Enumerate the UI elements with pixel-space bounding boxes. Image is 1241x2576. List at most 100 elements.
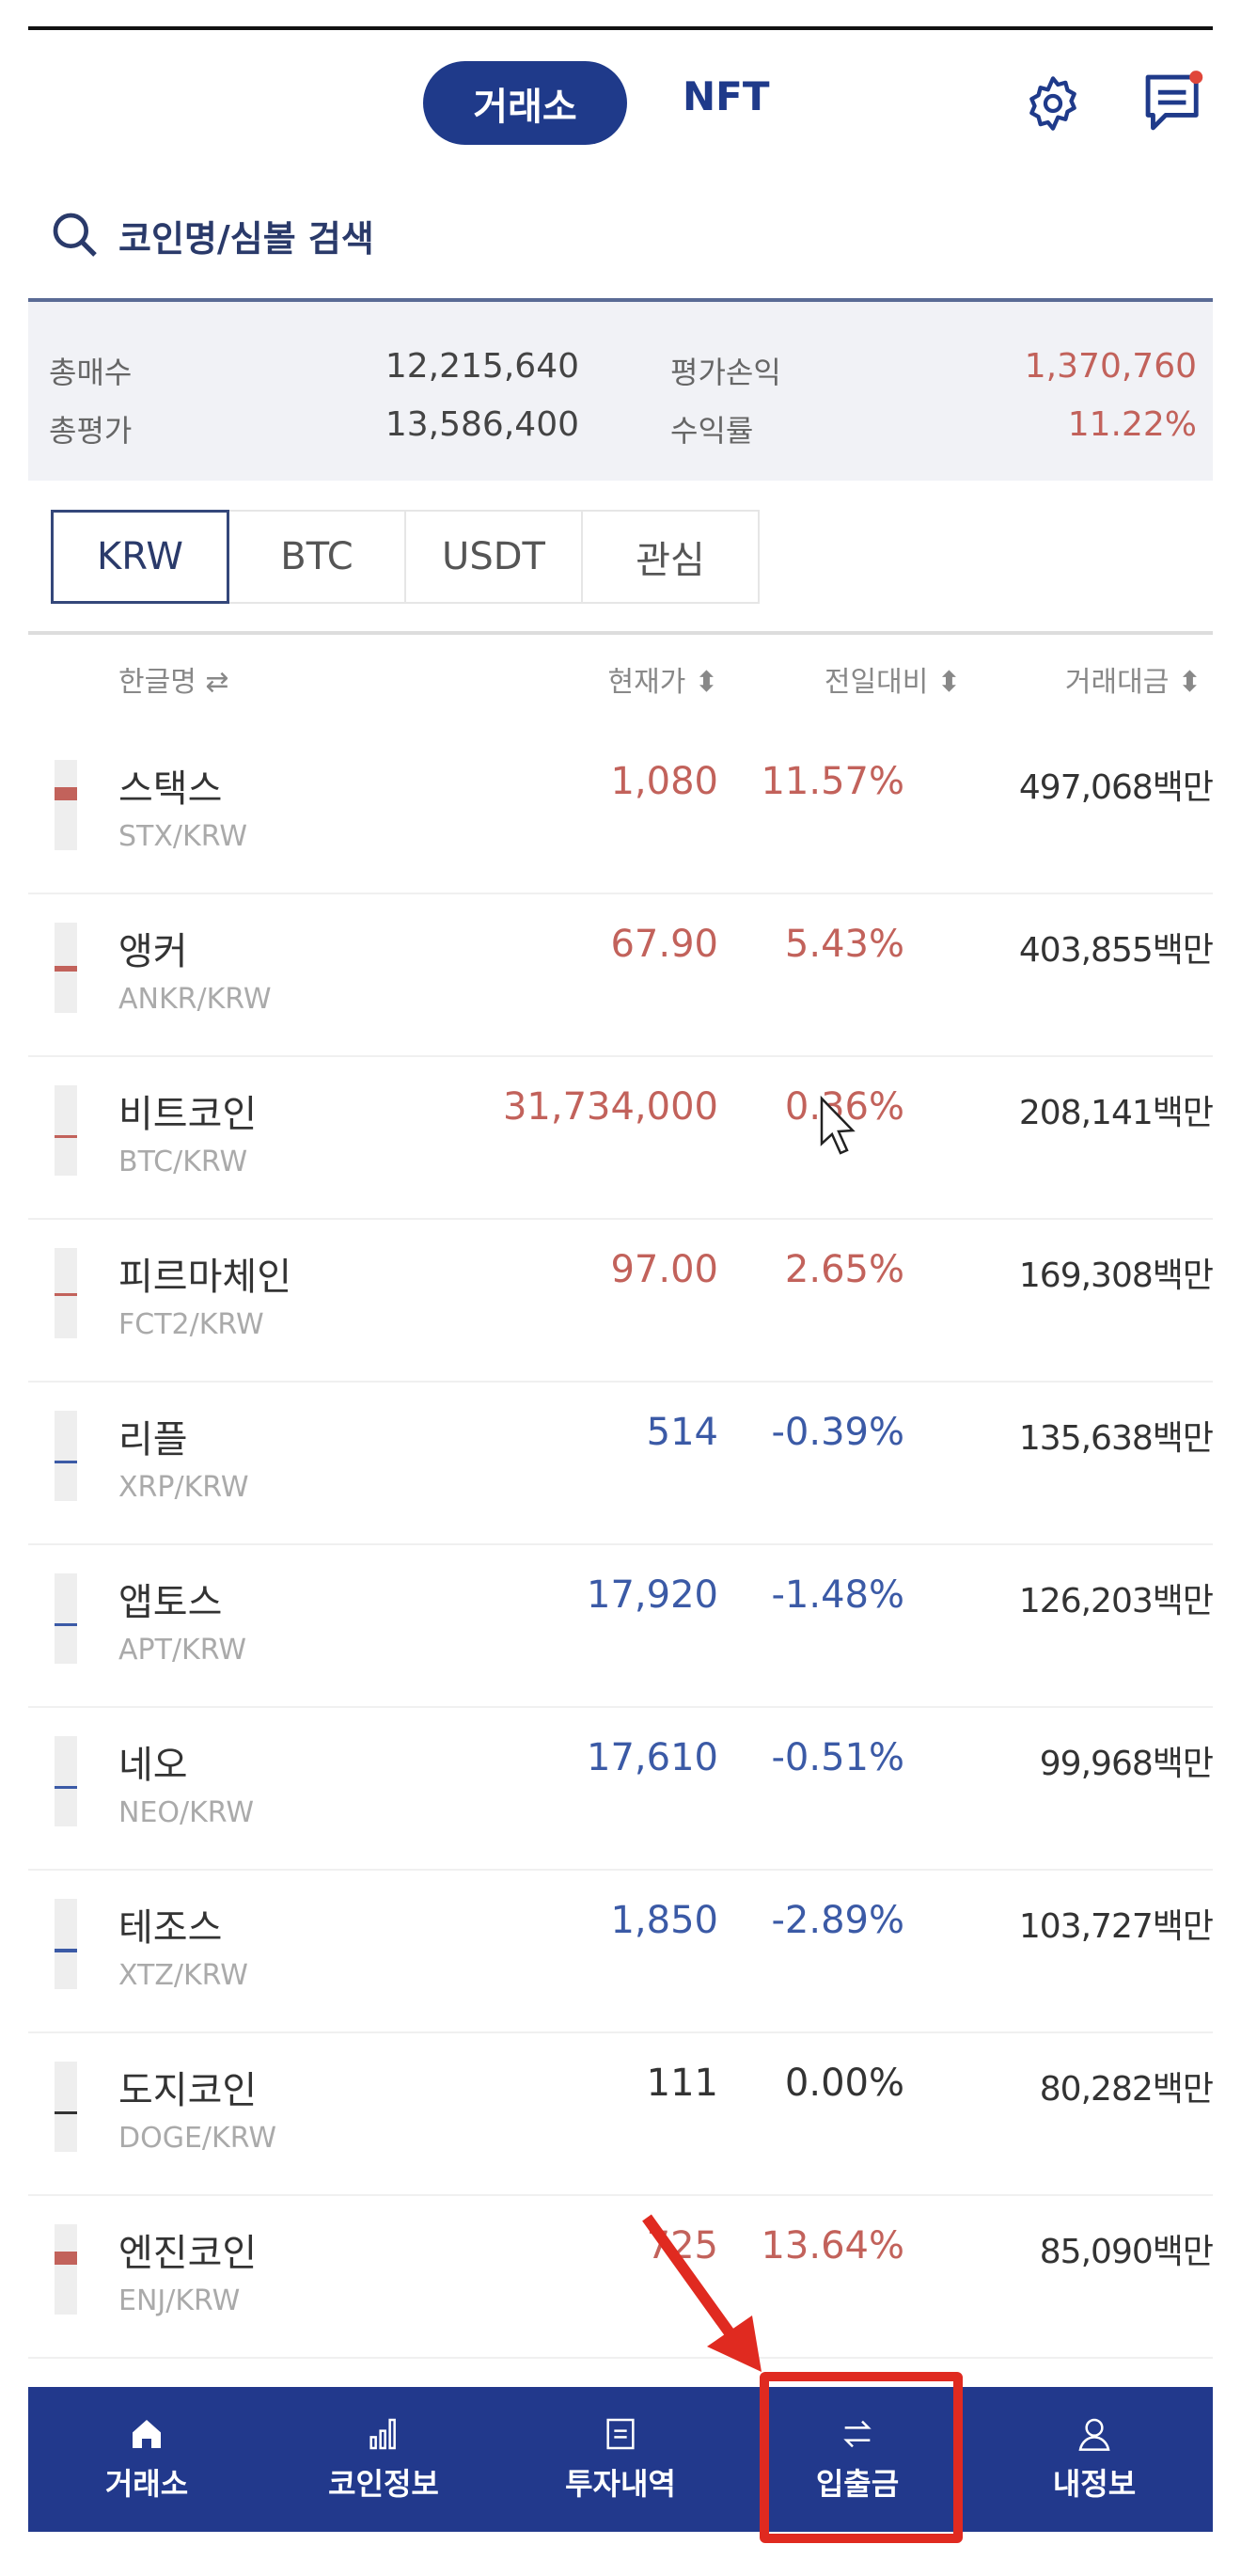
- chat-icon[interactable]: [1142, 70, 1204, 135]
- total-eval-label: 총평가: [49, 413, 133, 449]
- return-label: 수익률: [670, 413, 754, 449]
- coin-symbol: BTC/KRW: [118, 1146, 248, 1178]
- tab-krw[interactable]: KRW: [51, 510, 229, 604]
- coin-change: 0.36%: [784, 1085, 904, 1129]
- coin-price: 31,734,000: [502, 1085, 718, 1129]
- mini-candle-icon: [55, 1899, 77, 1989]
- coin-row[interactable]: 앱토스 APT/KRW 17,920 -1.48% 126,203백만: [28, 1545, 1214, 1708]
- coin-name: 엔진코인: [118, 2232, 258, 2275]
- coin-change: -0.51%: [771, 1736, 904, 1779]
- column-name[interactable]: 한글명 ⇄: [118, 666, 229, 699]
- coin-price: 67.90: [610, 923, 718, 966]
- tab-nft[interactable]: NFT: [683, 73, 770, 119]
- coin-price: 725: [646, 2224, 718, 2268]
- return-value: 11.22%: [1067, 405, 1197, 444]
- user-icon: [1078, 2418, 1110, 2451]
- coin-price: 1,850: [610, 1899, 718, 1942]
- market-tabs: KRW BTC USDT 관심: [51, 510, 760, 604]
- portfolio-summary: 총매수 12,215,640 총평가 13,586,400 평가손익 1,370…: [28, 302, 1213, 481]
- coin-price: 111: [646, 2062, 718, 2105]
- mini-candle-icon: [55, 1411, 77, 1501]
- coin-row[interactable]: 앵커 ANKR/KRW 67.90 5.43% 403,855백만: [28, 894, 1214, 1057]
- nav-label: 내정보: [1052, 2466, 1137, 2502]
- coin-change: 11.57%: [761, 760, 904, 803]
- coin-row[interactable]: 피르마체인 FCT2/KRW 97.00 2.65% 169,308백만: [28, 1220, 1214, 1383]
- coin-volume: 403,855백만: [1018, 931, 1214, 970]
- coin-change: -1.48%: [771, 1573, 904, 1617]
- tab-exchange[interactable]: 거래소: [423, 61, 627, 145]
- nav-label: 입출금: [815, 2466, 900, 2502]
- coin-symbol: STX/KRW: [118, 820, 247, 853]
- column-price[interactable]: 현재가 ⬍: [607, 666, 718, 699]
- column-change[interactable]: 전일대비 ⬍: [824, 666, 961, 699]
- coin-row[interactable]: 도지코인 DOGE/KRW 111 0.00% 80,282백만: [28, 2033, 1214, 2196]
- coin-volume: 99,968백만: [1039, 1745, 1214, 1783]
- mini-candle-icon: [55, 1248, 77, 1338]
- coin-volume: 208,141백만: [1018, 1094, 1214, 1132]
- coin-volume: 135,638백만: [1018, 1419, 1214, 1458]
- search-input[interactable]: 코인명/심볼 검색: [49, 209, 374, 261]
- coin-row[interactable]: 스택스 STX/KRW 1,080 11.57% 497,068백만: [28, 732, 1214, 894]
- coin-row[interactable]: 리플 XRP/KRW 514 -0.39% 135,638백만: [28, 1383, 1214, 1545]
- coin-name: 비트코인: [118, 1093, 258, 1136]
- coin-row[interactable]: 테조스 XTZ/KRW 1,850 -2.89% 103,727백만: [28, 1871, 1214, 2033]
- coin-name: 도지코인: [118, 2069, 258, 2112]
- top-divider: [28, 26, 1213, 30]
- coin-volume: 103,727백만: [1018, 1907, 1214, 1946]
- coin-change: 5.43%: [784, 923, 904, 966]
- nav-deposit-withdraw[interactable]: 입출금: [739, 2387, 976, 2532]
- mini-candle-icon: [55, 2224, 77, 2315]
- coin-price: 17,610: [587, 1736, 718, 1779]
- gear-icon[interactable]: [1023, 73, 1083, 134]
- coin-symbol: NEO/KRW: [118, 1796, 255, 1829]
- total-eval-value: 13,586,400: [385, 405, 579, 444]
- nav-label: 거래소: [104, 2466, 189, 2502]
- coin-name: 네오: [118, 1744, 188, 1787]
- divider: [28, 631, 1213, 635]
- coin-symbol: ENJ/KRW: [118, 2284, 241, 2317]
- tab-usdt[interactable]: USDT: [404, 510, 583, 604]
- search-icon: [53, 213, 97, 257]
- coin-change: -2.89%: [771, 1899, 904, 1942]
- transfer-icon: [843, 2420, 872, 2448]
- mini-candle-icon: [55, 760, 77, 850]
- coin-name: 앵커: [118, 930, 188, 973]
- total-buy-label: 총매수: [49, 355, 133, 390]
- tab-btc[interactable]: BTC: [228, 510, 406, 604]
- nav-exchange[interactable]: 거래소: [28, 2387, 265, 2532]
- coin-price: 1,080: [610, 760, 718, 803]
- mini-candle-icon: [55, 1573, 77, 1664]
- coin-row[interactable]: 엔진코인 ENJ/KRW 725 13.64% 85,090백만: [28, 2196, 1214, 2359]
- coin-price: 97.00: [610, 1248, 718, 1291]
- bottom-nav: 거래소 코인정보 투자내역 입출금 내정보: [28, 2387, 1213, 2532]
- coin-price: 17,920: [587, 1573, 718, 1617]
- coin-row[interactable]: 비트코인 BTC/KRW 31,734,000 0.36% 208,141백만: [28, 1057, 1214, 1220]
- mini-candle-icon: [55, 2062, 77, 2152]
- nav-label: 투자내역: [565, 2466, 676, 2502]
- coin-symbol: XTZ/KRW: [118, 1959, 248, 1992]
- column-volume[interactable]: 거래대금 ⬍: [1064, 666, 1202, 699]
- coin-volume: 169,308백만: [1018, 1256, 1214, 1295]
- nav-history[interactable]: 투자내역: [502, 2387, 739, 2532]
- coin-symbol: APT/KRW: [118, 1634, 247, 1667]
- document-icon: [606, 2418, 635, 2450]
- nav-coin-info[interactable]: 코인정보: [265, 2387, 502, 2532]
- pnl-value: 1,370,760: [1024, 347, 1197, 386]
- coin-name: 테조스: [118, 1906, 223, 1950]
- coin-volume: 497,068백만: [1018, 768, 1214, 807]
- coin-symbol: FCT2/KRW: [118, 1308, 264, 1341]
- nav-my-info[interactable]: 내정보: [976, 2387, 1213, 2532]
- coin-name: 피르마체인: [118, 1256, 291, 1299]
- coin-change: 2.65%: [784, 1248, 904, 1291]
- coin-price: 514: [646, 1411, 718, 1454]
- tab-favorites[interactable]: 관심: [581, 510, 760, 604]
- search-placeholder: 코인명/심볼 검색: [118, 217, 374, 260]
- notification-dot: [1189, 71, 1203, 85]
- mini-candle-icon: [55, 1085, 77, 1176]
- coin-row[interactable]: 네오 NEO/KRW 17,610 -0.51% 99,968백만: [28, 1708, 1214, 1871]
- highlight-box: [760, 2372, 963, 2543]
- coin-name: 리플: [118, 1418, 188, 1462]
- coin-volume: 80,282백만: [1039, 2070, 1214, 2109]
- total-buy-value: 12,215,640: [385, 347, 579, 386]
- search-underline: [28, 298, 1213, 302]
